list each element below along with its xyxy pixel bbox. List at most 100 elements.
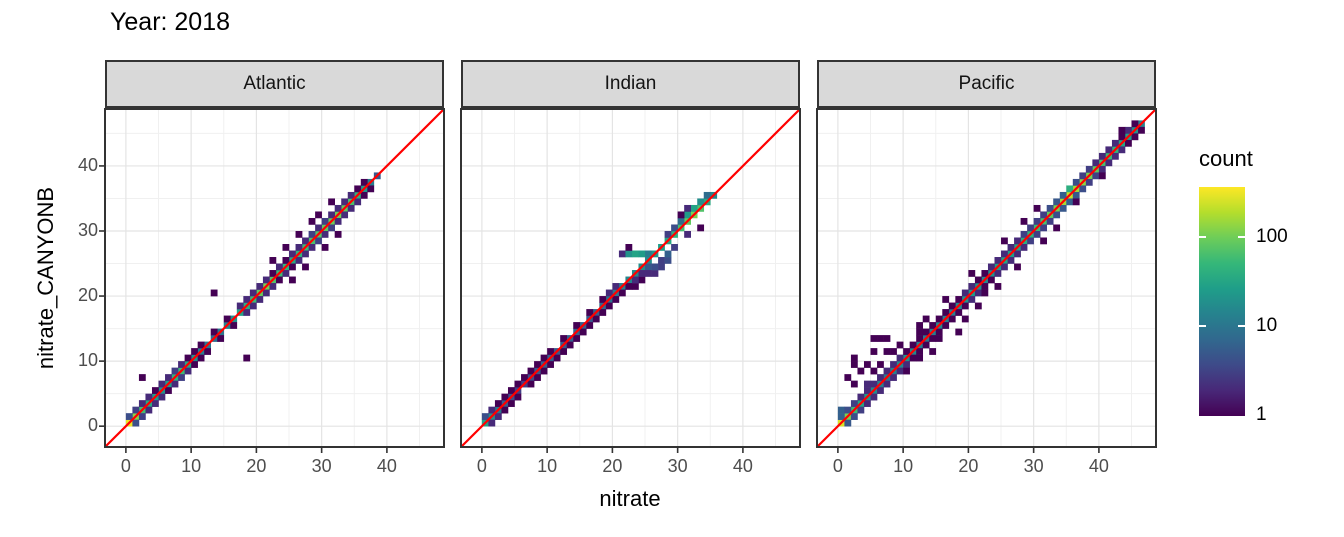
bin2d-cell xyxy=(1027,224,1034,232)
bin2d-cell xyxy=(171,367,179,375)
bin2d-cell xyxy=(981,270,989,277)
bin2d-cell xyxy=(178,374,185,381)
bin2d-cell xyxy=(929,335,937,342)
bin2d-cell xyxy=(599,296,607,303)
bin2d-cell xyxy=(684,211,691,219)
bin2d-cell xyxy=(217,335,225,342)
bin2d-cell xyxy=(586,309,594,316)
bin2d-cell xyxy=(1072,178,1080,186)
identity-line xyxy=(104,108,445,448)
bin2d-cell xyxy=(929,348,937,355)
plot-title: Year: 2018 xyxy=(110,8,231,36)
bin2d-cell xyxy=(521,374,528,381)
bin2d-cell xyxy=(857,393,865,401)
bin2d-cell xyxy=(1111,152,1119,160)
bin2d-cell xyxy=(961,302,969,310)
bin2d-cell xyxy=(573,335,581,342)
legend-title: count xyxy=(1199,146,1253,171)
bin2d-cell xyxy=(1079,172,1087,180)
bin2d-cell xyxy=(844,406,852,414)
bin2d-cell xyxy=(191,348,198,355)
bin2d-cell xyxy=(1079,185,1087,193)
bin2d-cell xyxy=(132,419,140,427)
bin2d-cell xyxy=(1098,172,1106,180)
bin2d-cell xyxy=(612,283,620,290)
bin2d-cell xyxy=(249,302,257,310)
bin2d-cell xyxy=(1007,257,1015,264)
bin2d-cell xyxy=(579,328,587,336)
facet-strip-pacific: Pacific xyxy=(817,60,1156,108)
bin2d-cell xyxy=(935,335,943,342)
bin2d-cell xyxy=(534,374,541,381)
bin2d-cell xyxy=(534,361,541,368)
bin2d-cell xyxy=(1118,133,1126,141)
bin2d-cell xyxy=(961,315,969,323)
x-tick-label: 40 xyxy=(376,456,397,476)
bin2d-cell xyxy=(690,204,698,212)
bin2d-cell xyxy=(877,387,884,394)
bin2d-cell xyxy=(223,315,231,323)
bin2d-cell xyxy=(308,244,316,251)
bin2d-cell xyxy=(1125,139,1132,147)
bin2d-cell xyxy=(315,211,322,219)
bin2d-cell xyxy=(145,406,153,414)
x-tick-label: 0 xyxy=(476,456,487,476)
bin2d-cell xyxy=(1040,224,1047,232)
bin2d-cell xyxy=(488,419,496,427)
identity-line xyxy=(816,108,1157,448)
bin2d-cell xyxy=(955,328,963,336)
bin2d-cell xyxy=(903,348,910,355)
bin2d-cell xyxy=(151,387,159,394)
bin2d-cell xyxy=(870,335,878,342)
bin2d-cell xyxy=(994,283,1002,290)
x-tick-label: 0 xyxy=(120,456,131,476)
bin2d-cell xyxy=(282,244,290,251)
bin2d-cell xyxy=(903,367,910,375)
legend-tick-mark xyxy=(1238,235,1245,238)
bin2d-cell xyxy=(625,283,633,290)
bin2d-cell xyxy=(684,230,691,238)
legend-tick-label: 10 xyxy=(1256,315,1278,337)
bin2d-cell xyxy=(360,191,368,199)
bin2d-cell xyxy=(1072,191,1080,199)
y-tick-label: 20 xyxy=(77,285,98,306)
bin2d-cell xyxy=(560,348,568,355)
bin2d-cell xyxy=(981,283,989,290)
panel-atlantic xyxy=(99,108,445,453)
x-tick-label: 10 xyxy=(537,456,558,476)
legend-tick-label: 1 xyxy=(1256,404,1267,425)
bin2d-cell xyxy=(671,244,678,251)
bin2d-cell xyxy=(275,276,283,284)
bin2d-cell xyxy=(638,250,646,258)
bin2d-cell xyxy=(178,361,185,368)
bin2d-cell xyxy=(697,224,705,232)
bin2d-cell xyxy=(315,224,322,232)
bin2d-cell xyxy=(1033,217,1041,225)
bin2d-cell xyxy=(922,341,930,349)
bin2d-cell xyxy=(347,204,355,212)
bin2d-cell xyxy=(922,315,930,323)
bin2d-cell xyxy=(877,361,884,368)
bin2d-cell xyxy=(883,380,891,388)
bin2d-cell xyxy=(158,380,166,388)
bin2d-cell xyxy=(210,289,218,297)
x-tick-label: 20 xyxy=(246,456,267,476)
bin2d-cell xyxy=(354,198,362,206)
bin2d-cell xyxy=(282,257,290,264)
bin2d-cell xyxy=(896,367,904,375)
bin2d-cell xyxy=(1105,159,1113,167)
bin2d-cell xyxy=(981,289,989,297)
bin2d-cell xyxy=(1066,198,1074,206)
bin2d-cell xyxy=(850,361,858,368)
bin2d-cell xyxy=(850,380,858,388)
bin2d-cell xyxy=(1118,126,1126,134)
bin2d-cell xyxy=(1020,244,1028,251)
bin2d-cell xyxy=(863,400,871,407)
bin2d-cell xyxy=(968,296,976,303)
bin2d-cell xyxy=(1033,204,1041,212)
bin2d-cell xyxy=(138,400,146,407)
bin2d-cell xyxy=(501,406,509,414)
bin2d-cell xyxy=(125,413,133,420)
bin2d-cell xyxy=(249,289,257,297)
